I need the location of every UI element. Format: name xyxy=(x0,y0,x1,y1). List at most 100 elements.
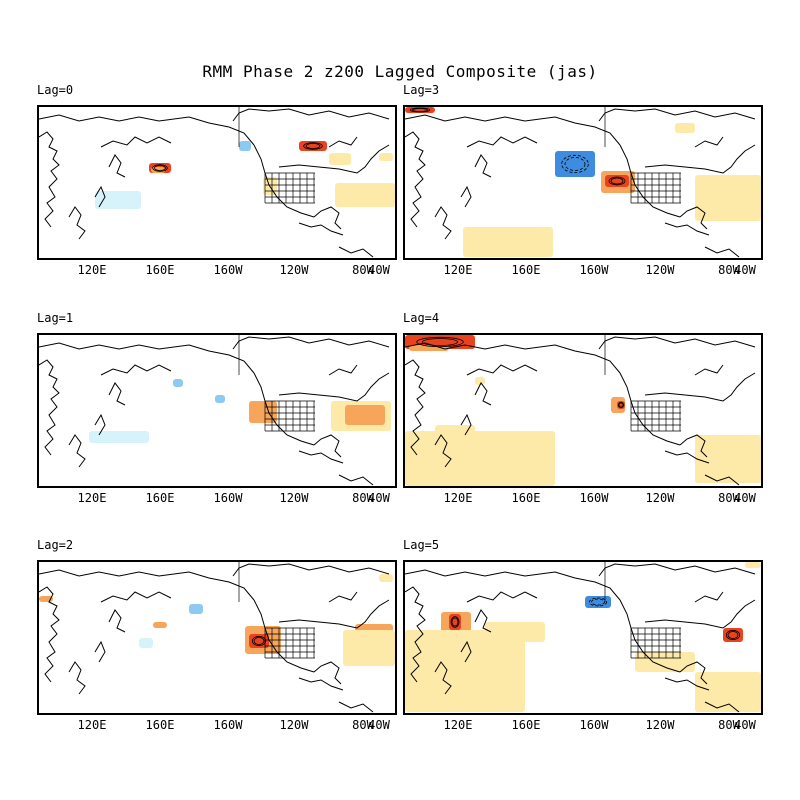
coastlines xyxy=(39,336,390,486)
contour-line xyxy=(608,176,626,186)
longitude-tick-label: 40W xyxy=(368,718,390,732)
longitude-tick-label: 160W xyxy=(579,263,609,277)
longitude-tick-label: 160W xyxy=(213,263,243,277)
anomaly-region xyxy=(475,377,485,385)
longitude-tick-label: 160E xyxy=(145,263,175,277)
anomaly-region xyxy=(435,425,475,455)
contour-line xyxy=(409,107,431,113)
longitude-tick-label: 120W xyxy=(645,263,675,277)
map-frame xyxy=(37,333,397,488)
figure-title: RMM Phase 2 z200 Lagged Composite (jas) xyxy=(202,62,598,81)
anomaly-region xyxy=(555,151,595,177)
panel-label: Lag=1 xyxy=(37,311,74,325)
contour-line xyxy=(610,177,624,185)
longitude-tick-label: 160E xyxy=(511,491,541,505)
longitude-axis: 120E 160E 160W 120W 80W 40W xyxy=(37,491,397,507)
anomaly-region xyxy=(695,435,761,483)
contour-line xyxy=(253,637,265,645)
longitude-axis: 120E 160E 160W 120W 80W 40W xyxy=(403,491,763,507)
longitude-tick-label: 80W xyxy=(718,718,740,732)
coastlines xyxy=(39,563,390,713)
longitude-tick-label: 160W xyxy=(213,718,243,732)
map-frame xyxy=(37,560,397,715)
anomaly-region xyxy=(189,604,203,614)
longitude-axis: 120E 160E 160W 120W 80W 40W xyxy=(37,263,397,279)
contour-line xyxy=(451,617,459,627)
panel-label: Lag=0 xyxy=(37,83,74,97)
anomaly-region xyxy=(379,153,393,161)
longitude-tick-label: 120W xyxy=(645,491,675,505)
longitude-tick-label: 40W xyxy=(368,491,390,505)
map-frame xyxy=(403,560,763,715)
anomaly-region xyxy=(153,622,167,628)
panel-lag-1: Lag=1 120E 160E 160W 120W 80W 40W xyxy=(37,311,397,505)
anomaly-map xyxy=(39,562,395,713)
longitude-tick-label: 80W xyxy=(352,491,374,505)
anomaly-map xyxy=(405,335,761,486)
coastlines xyxy=(405,336,756,486)
anomaly-region xyxy=(215,395,225,403)
contour-line xyxy=(618,402,624,408)
coastlines xyxy=(405,108,756,258)
longitude-tick-label: 120E xyxy=(443,718,473,732)
anomaly-region xyxy=(329,153,351,165)
anomaly-region xyxy=(463,227,553,257)
panel-lag-5: Lag=5 120E 160E 160W 120W 80W 40W xyxy=(403,538,763,732)
longitude-tick-label: 160W xyxy=(579,491,609,505)
panel-label: Lag=3 xyxy=(403,83,440,97)
map-frame xyxy=(37,105,397,260)
contour-line xyxy=(591,598,605,606)
panel-lag-0: Lag=0 120E 160E 160W 120W 80W 40W xyxy=(37,83,397,277)
anomaly-region xyxy=(695,175,761,221)
contour-line xyxy=(412,108,428,112)
anomaly-region xyxy=(745,562,761,568)
anomaly-region xyxy=(173,379,183,387)
anomaly-region xyxy=(405,630,525,712)
panel-lag-3: Lag=3 120E 160E 160W 120W 80W 40W xyxy=(403,83,763,277)
longitude-tick-label: 40W xyxy=(734,491,756,505)
longitude-tick-label: 120E xyxy=(77,491,107,505)
longitude-tick-label: 120E xyxy=(443,263,473,277)
contour-line xyxy=(303,142,323,150)
longitude-tick-label: 120E xyxy=(77,263,107,277)
anomaly-region xyxy=(95,191,141,209)
longitude-tick-label: 80W xyxy=(352,263,374,277)
anomaly-map xyxy=(39,335,391,486)
contour-line xyxy=(450,616,460,628)
longitude-tick-label: 80W xyxy=(718,263,740,277)
longitude-axis: 120E 160E 160W 120W 80W 40W xyxy=(403,718,763,734)
longitude-tick-label: 120E xyxy=(443,491,473,505)
longitude-tick-label: 40W xyxy=(368,263,390,277)
anomaly-map xyxy=(405,562,761,713)
contour-line xyxy=(564,157,586,171)
coastlines xyxy=(39,108,390,258)
contour-line xyxy=(422,338,458,346)
anomaly-map xyxy=(39,107,395,258)
map-frame xyxy=(403,333,763,488)
contour-line xyxy=(305,143,321,149)
anomaly-region xyxy=(139,638,153,648)
contour-line xyxy=(154,165,166,171)
anomaly-region xyxy=(345,405,385,425)
anomaly-region xyxy=(335,183,395,207)
anomaly-region xyxy=(485,622,545,642)
anomaly-region xyxy=(249,401,277,423)
panel-label: Lag=4 xyxy=(403,311,440,325)
longitude-tick-label: 120W xyxy=(645,718,675,732)
longitude-tick-label: 80W xyxy=(352,718,374,732)
longitude-tick-label: 120E xyxy=(77,718,107,732)
anomaly-region xyxy=(675,123,695,133)
contour-line xyxy=(725,629,741,641)
panel-lag-4: Lag=4 120E 160E 160W 120W 80W 40W xyxy=(403,311,763,505)
longitude-tick-label: 120W xyxy=(279,718,309,732)
longitude-tick-label: 80W xyxy=(718,491,740,505)
longitude-axis: 120E 160E 160W 120W 80W 40W xyxy=(37,718,397,734)
longitude-tick-label: 160W xyxy=(213,491,243,505)
anomaly-region xyxy=(343,630,395,666)
longitude-tick-label: 40W xyxy=(734,718,756,732)
contour-line xyxy=(588,597,608,607)
contour-line xyxy=(251,635,267,647)
contour-line xyxy=(727,631,739,639)
longitude-tick-label: 160W xyxy=(579,718,609,732)
longitude-tick-label: 160E xyxy=(511,718,541,732)
